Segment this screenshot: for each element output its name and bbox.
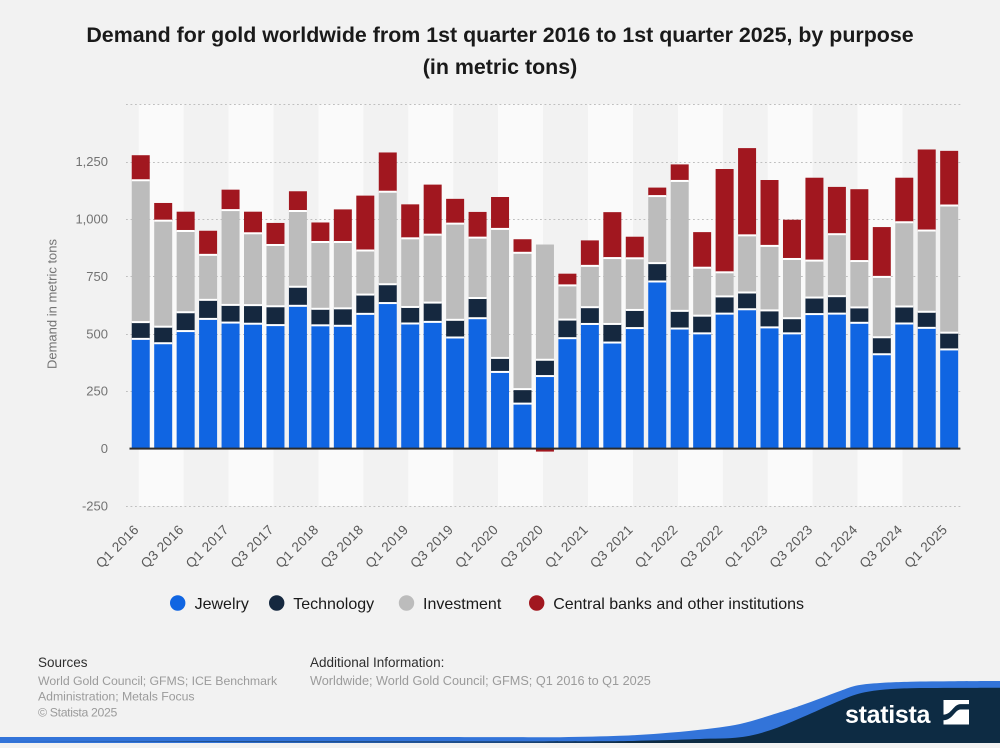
svg-text:1,000: 1,000 [75,212,108,227]
svg-text:Administration; Metals Focus: Administration; Metals Focus [38,690,194,704]
svg-text:1,250: 1,250 [75,154,108,169]
svg-text:500: 500 [86,326,108,341]
svg-text:Sources: Sources [38,655,88,670]
svg-text:Demand for gold worldwide from: Demand for gold worldwide from 1st quart… [86,23,913,47]
svg-text:Investment: Investment [423,596,502,613]
svg-text:750: 750 [86,269,108,284]
svg-text:Central banks and other instit: Central banks and other institutions [553,596,804,613]
svg-text:© Statista 2025: © Statista 2025 [38,705,118,719]
svg-text:Technology: Technology [293,596,374,613]
svg-text:World Gold Council; GFMS; ICE: World Gold Council; GFMS; ICE Benchmark [38,674,278,688]
svg-text:Jewelry: Jewelry [195,596,249,613]
svg-text:statista: statista [845,701,932,729]
svg-text:-250: -250 [82,499,108,514]
svg-text:Additional Information:: Additional Information: [310,655,444,670]
svg-text:(in metric tons): (in metric tons) [423,55,578,79]
svg-text:Demand in metric tons: Demand in metric tons [45,238,60,369]
svg-text:0: 0 [101,441,108,456]
svg-text:250: 250 [86,384,108,399]
svg-text:Worldwide; World Gold Council;: Worldwide; World Gold Council; GFMS; Q1 … [310,674,651,688]
